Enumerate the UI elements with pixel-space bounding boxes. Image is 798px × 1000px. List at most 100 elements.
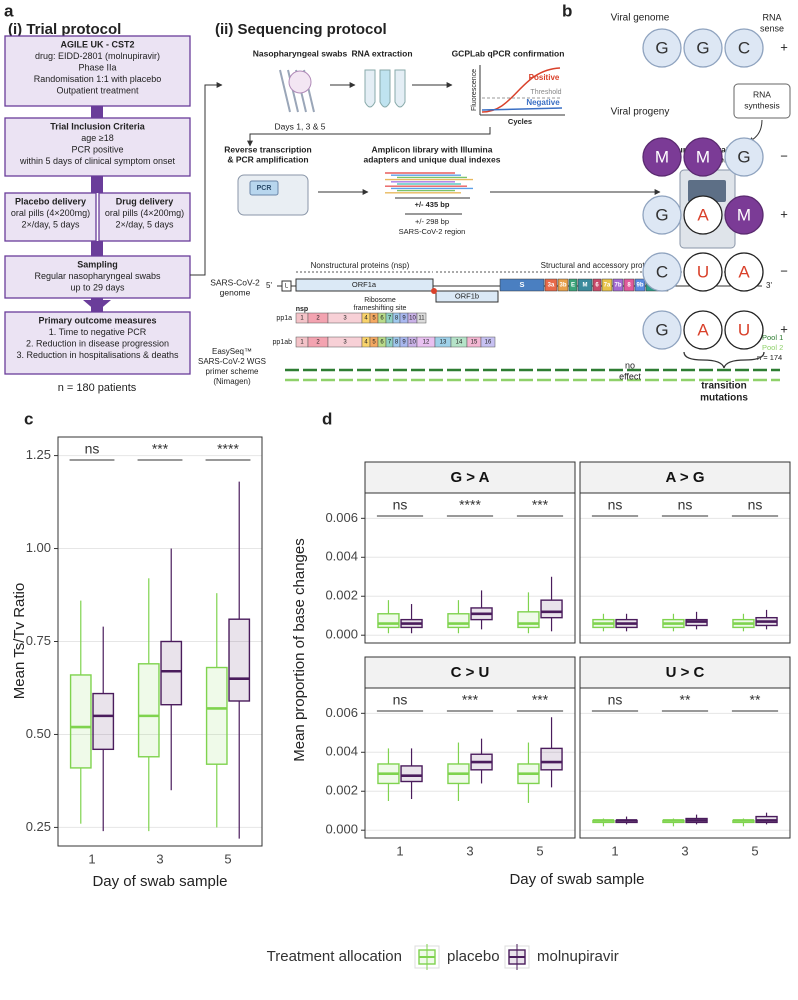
nucleotide-letter: U [697,262,709,281]
panel-label: d [322,409,332,428]
label: RNA [753,89,771,99]
connector [91,106,103,118]
label: RNA [762,12,781,22]
nsp-segment [480,336,496,348]
x-tick-label: 5 [536,843,543,858]
protocol-text: Drug delivery [116,196,174,206]
gene-box [592,278,602,292]
nucleotide-letter: A [697,205,709,224]
nucleotide [642,137,682,177]
protocol-text: AGILE UK - CST2 [60,39,134,49]
label: 9b [636,283,643,289]
protocol-box [4,192,97,242]
significance: ns [608,497,623,513]
y-tick-label: 0.004 [325,549,358,564]
strip [364,461,576,494]
facet-title: G > A [450,469,489,486]
label: 7b [614,283,621,289]
label: 10 [409,340,416,346]
nucleotide [683,28,723,68]
synthesis-box [733,83,791,119]
box [517,611,540,629]
nucleotide [683,310,723,350]
nucleotide-letter: C [738,38,750,57]
label: 1 [300,316,304,322]
protocol-text: up to 29 days [70,282,125,292]
box [377,613,400,629]
tube-icon [394,69,406,108]
panel-border [579,687,791,839]
box [205,666,228,765]
nucleotide-letter: U [738,320,750,339]
label: 3 [343,340,347,346]
virus-icon [288,70,312,94]
x-tick-label: 3 [156,851,163,866]
y-tick-label: 1.25 [26,447,51,462]
protocol-text: within 5 days of clinical symptom onset [19,156,176,166]
label: 10 [409,316,416,322]
leader [281,280,292,292]
label: ORF1b [455,291,479,300]
label: 8 [395,340,399,346]
label: Fluorescence [471,69,478,111]
protocol-text: Randomisation 1:1 with placebo [34,74,162,84]
label: 15 [471,340,478,346]
panel-border [364,687,576,839]
label: Nasopharyngeal swabs [253,48,348,58]
patient-count: n = 180 patients [58,382,137,394]
nucleotide-letter: M [737,205,751,224]
label: M [583,283,588,289]
label: 9 [402,340,406,346]
protocol-text: Primary outcome measures [38,315,156,325]
nucleotide [642,195,682,235]
box [540,599,563,619]
gene-box [601,278,613,292]
label: & PCR amplification [227,154,308,164]
label: 7 [388,316,392,322]
box [447,613,470,629]
x-axis-title: Day of swab sample [92,873,227,890]
label: Viral genome [611,13,670,24]
label: 8 [627,283,631,289]
label: 3 [343,316,347,322]
gene-box [612,278,624,292]
panel-border [364,492,576,644]
protocol-text: Phase IIa [78,62,116,72]
curve [481,67,561,113]
swab-icon [279,69,291,113]
strip [579,656,791,689]
box [160,640,183,706]
significance: ns [393,497,408,513]
significance: ** [680,692,691,708]
label: 6 [380,340,384,346]
x-tick-label: 3 [681,843,688,858]
nucleotide [683,195,723,235]
section-heading: (ii) Sequencing protocol [215,21,387,38]
protocol-text: drug: EIDD-2801 (molnupiravir) [35,51,160,61]
section-heading: (i) Trial protocol [8,21,121,38]
panel-label: a [4,1,14,20]
protocol-box [4,311,191,375]
y-axis-title: Mean Ts/Tv Ratio [11,583,28,699]
label: synthesis [744,100,779,110]
label: Reverse transcription [224,144,311,154]
gene-box [623,278,635,292]
flow-arrow [247,127,491,147]
tube-icon [379,69,391,108]
x-tick-label: 1 [611,843,618,858]
label: 7 [388,340,392,346]
frameshift-site [431,288,437,294]
curve [481,107,563,111]
label: Structural and accessory proteins [541,261,660,270]
label: Pool 2 [762,343,783,352]
label: Pool 1 [762,333,783,342]
label: 8 [395,316,399,322]
protocol-text: Trial Inclusion Criteria [50,121,146,131]
nucleotide-letter: C [656,262,668,281]
significance: ns [393,692,408,708]
label: 3a [548,283,555,289]
label: pp1a [276,315,292,322]
protocol-text: Sampling [77,259,118,269]
nucleotide-letter: G [655,205,668,224]
